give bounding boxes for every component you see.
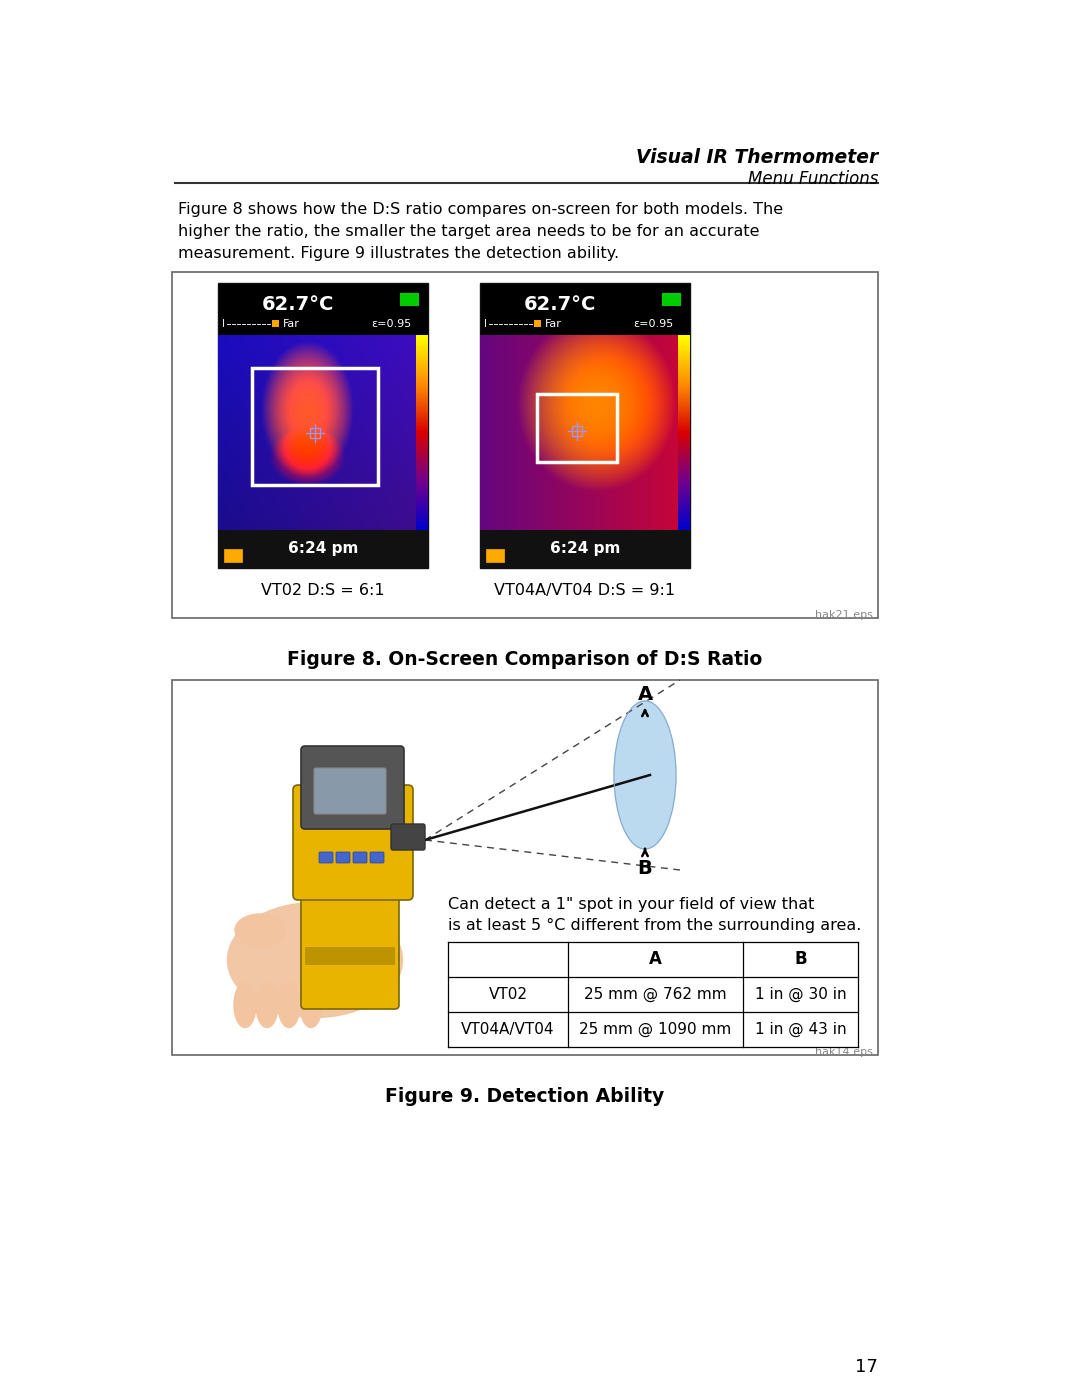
- Text: 25 mm @ 1090 mm: 25 mm @ 1090 mm: [579, 1021, 731, 1037]
- Text: Can detect a 1" spot in your field of view that: Can detect a 1" spot in your field of vi…: [448, 897, 814, 912]
- Bar: [480, 529, 690, 569]
- Text: VT04A/VT04 D:S = 9:1: VT04A/VT04 D:S = 9:1: [495, 583, 676, 598]
- Bar: [662, 293, 680, 305]
- Bar: [252, 369, 378, 485]
- FancyBboxPatch shape: [319, 852, 333, 863]
- Ellipse shape: [278, 982, 300, 1028]
- Text: Visual IR Thermometer: Visual IR Thermometer: [636, 148, 878, 168]
- Text: VT02: VT02: [488, 988, 527, 1002]
- FancyBboxPatch shape: [293, 785, 413, 900]
- Text: Far: Far: [283, 319, 300, 328]
- Text: 62.7°C: 62.7°C: [524, 295, 596, 314]
- Bar: [305, 947, 395, 965]
- Text: measurement. Figure 9 illustrates the detection ability.: measurement. Figure 9 illustrates the de…: [178, 246, 619, 261]
- Text: is at least 5 °C different from the surrounding area.: is at least 5 °C different from the surr…: [448, 918, 862, 933]
- Bar: [480, 284, 690, 569]
- Text: I: I: [484, 319, 487, 328]
- Text: Figure 8 shows how the D:S ratio compares on-screen for both models. The: Figure 8 shows how the D:S ratio compare…: [178, 203, 783, 217]
- Text: hak14.eps: hak14.eps: [815, 1046, 873, 1058]
- Text: 17: 17: [855, 1358, 878, 1376]
- Bar: [534, 320, 541, 327]
- Ellipse shape: [234, 982, 256, 1028]
- FancyBboxPatch shape: [353, 852, 367, 863]
- Bar: [218, 529, 428, 569]
- Text: VT04A/VT04: VT04A/VT04: [461, 1023, 555, 1037]
- Text: Figure 9. Detection Ability: Figure 9. Detection Ability: [386, 1087, 664, 1106]
- Ellipse shape: [235, 914, 285, 946]
- Text: 62.7°C: 62.7°C: [261, 295, 334, 314]
- Bar: [224, 549, 242, 562]
- Bar: [400, 293, 418, 305]
- Text: hak21.eps: hak21.eps: [815, 610, 873, 620]
- Ellipse shape: [615, 701, 676, 849]
- Bar: [172, 272, 878, 617]
- Bar: [571, 426, 582, 436]
- Text: B: B: [794, 950, 807, 968]
- Text: A: A: [637, 686, 652, 704]
- FancyBboxPatch shape: [336, 852, 350, 863]
- Text: 6:24 pm: 6:24 pm: [550, 542, 620, 556]
- Bar: [310, 427, 320, 437]
- Bar: [218, 284, 428, 569]
- Bar: [172, 680, 878, 1055]
- Ellipse shape: [228, 902, 403, 1017]
- FancyBboxPatch shape: [301, 746, 404, 828]
- FancyBboxPatch shape: [391, 824, 426, 849]
- Bar: [537, 394, 617, 462]
- Text: ε=0.95: ε=0.95: [372, 319, 411, 328]
- FancyBboxPatch shape: [314, 768, 386, 814]
- Text: ε=0.95: ε=0.95: [634, 319, 674, 328]
- Text: 1 in @ 43 in: 1 in @ 43 in: [755, 1021, 847, 1037]
- Ellipse shape: [300, 982, 322, 1028]
- Text: 6:24 pm: 6:24 pm: [287, 542, 359, 556]
- Text: Menu Functions: Menu Functions: [747, 170, 878, 189]
- Text: VT02 D:S = 6:1: VT02 D:S = 6:1: [261, 583, 384, 598]
- FancyBboxPatch shape: [370, 852, 384, 863]
- Text: Far: Far: [545, 319, 562, 328]
- Text: Figure 8. On-Screen Comparison of D:S Ratio: Figure 8. On-Screen Comparison of D:S Ra…: [287, 650, 762, 669]
- Text: 1 in @ 30 in: 1 in @ 30 in: [755, 986, 847, 1002]
- FancyBboxPatch shape: [301, 895, 399, 1009]
- Bar: [272, 320, 279, 327]
- Bar: [486, 549, 504, 562]
- Text: I: I: [222, 319, 225, 328]
- Text: B: B: [637, 859, 652, 877]
- Ellipse shape: [256, 982, 278, 1028]
- Text: 25 mm @ 762 mm: 25 mm @ 762 mm: [584, 986, 727, 1002]
- Text: A: A: [649, 950, 662, 968]
- Text: higher the ratio, the smaller the target area needs to be for an accurate: higher the ratio, the smaller the target…: [178, 224, 759, 239]
